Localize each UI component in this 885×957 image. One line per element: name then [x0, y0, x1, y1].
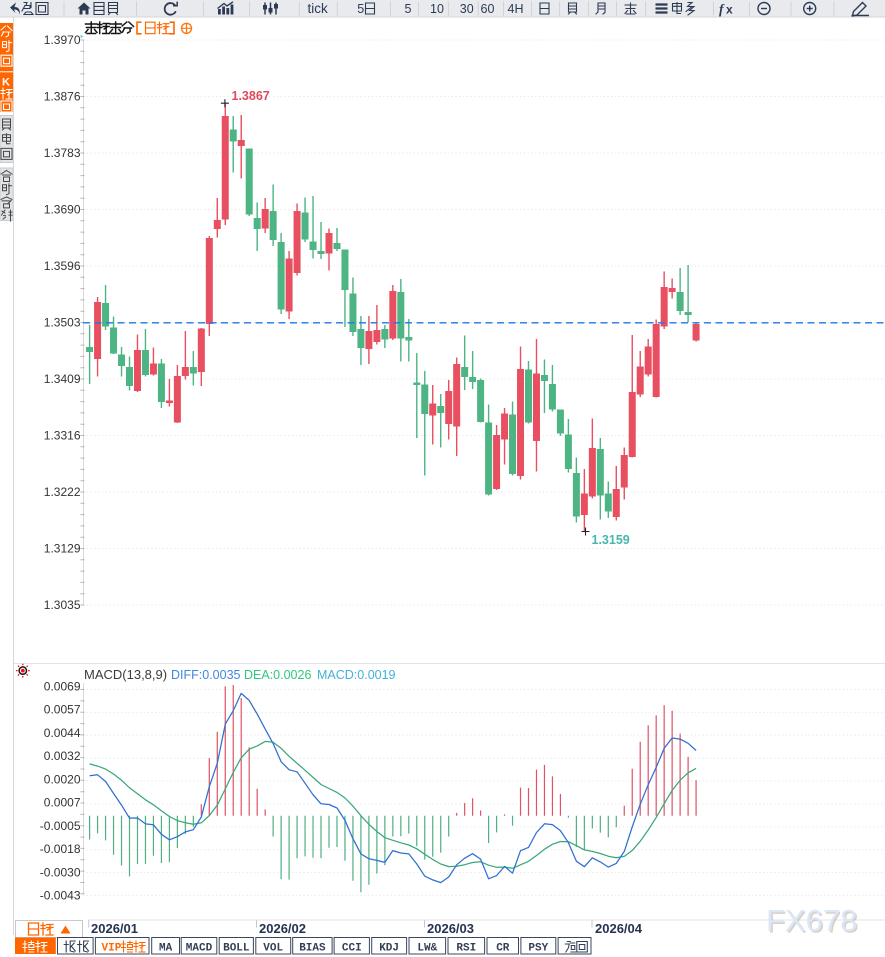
svg-text:1.3867: 1.3867 — [232, 89, 270, 103]
svg-text:2026/04: 2026/04 — [595, 921, 643, 936]
svg-text:1.3409: 1.3409 — [44, 372, 81, 386]
svg-text:KDJ: KDJ — [379, 943, 399, 955]
svg-text:-0.0043: -0.0043 — [40, 889, 81, 903]
svg-text:f: f — [719, 2, 725, 17]
svg-text:1.3783: 1.3783 — [44, 146, 81, 160]
svg-text:tick: tick — [308, 1, 329, 16]
svg-text:5: 5 — [405, 2, 412, 16]
svg-text:60: 60 — [481, 2, 495, 16]
svg-text:1.3876: 1.3876 — [44, 90, 81, 104]
svg-text:1.3596: 1.3596 — [44, 259, 81, 273]
svg-text:2026/03: 2026/03 — [427, 921, 474, 936]
svg-text:-0.0030: -0.0030 — [40, 865, 81, 879]
svg-text:2026/02: 2026/02 — [259, 921, 306, 936]
svg-text:BOLL: BOLL — [223, 943, 250, 955]
svg-text:x: x — [726, 3, 733, 17]
svg-text:CCI: CCI — [342, 943, 362, 955]
svg-text:CR: CR — [496, 943, 510, 955]
svg-text:1.3129: 1.3129 — [44, 542, 81, 556]
svg-text:-0.0005: -0.0005 — [40, 819, 81, 833]
svg-text:1.3503: 1.3503 — [44, 316, 81, 330]
svg-text:BIAS: BIAS — [299, 943, 326, 955]
svg-text:0.0057: 0.0057 — [44, 703, 81, 717]
svg-text:VIP: VIP — [102, 943, 122, 955]
svg-text:LW&: LW& — [417, 943, 437, 955]
svg-text:-0.0018: -0.0018 — [40, 842, 81, 856]
svg-text:1.3159: 1.3159 — [592, 533, 630, 547]
svg-text:5: 5 — [357, 2, 364, 16]
svg-text:VOL: VOL — [263, 943, 283, 955]
svg-text:0.0007: 0.0007 — [44, 796, 81, 810]
svg-text:1.3035: 1.3035 — [44, 598, 81, 612]
svg-text:FX678: FX678 — [766, 903, 857, 938]
svg-text:10: 10 — [430, 2, 444, 16]
svg-text:K: K — [2, 77, 10, 89]
svg-text:0.0044: 0.0044 — [44, 726, 81, 740]
svg-text:1.3316: 1.3316 — [44, 429, 81, 443]
svg-text:PSY: PSY — [528, 943, 548, 955]
svg-text:1.3690: 1.3690 — [44, 203, 81, 217]
svg-text:MACD: MACD — [186, 943, 213, 955]
svg-text:0.0069: 0.0069 — [44, 679, 81, 693]
svg-text:30: 30 — [460, 2, 474, 16]
svg-text:1.3222: 1.3222 — [44, 485, 81, 499]
svg-text:FX678: FX678 — [768, 905, 859, 940]
svg-text:4H: 4H — [508, 2, 524, 16]
svg-text:0.0020: 0.0020 — [44, 772, 81, 786]
svg-text:1.3970: 1.3970 — [44, 33, 81, 47]
svg-text:MA: MA — [159, 943, 173, 955]
svg-text:MACD(13,8,9): MACD(13,8,9) — [84, 667, 167, 682]
svg-text:DEA:0.0026: DEA:0.0026 — [244, 668, 311, 682]
svg-text:MACD:0.0019: MACD:0.0019 — [317, 668, 396, 682]
svg-text:RSI: RSI — [456, 943, 476, 955]
svg-text:DIFF:0.0035: DIFF:0.0035 — [171, 668, 241, 682]
svg-text:2026/01: 2026/01 — [91, 921, 138, 936]
svg-text:0.0032: 0.0032 — [44, 749, 81, 763]
